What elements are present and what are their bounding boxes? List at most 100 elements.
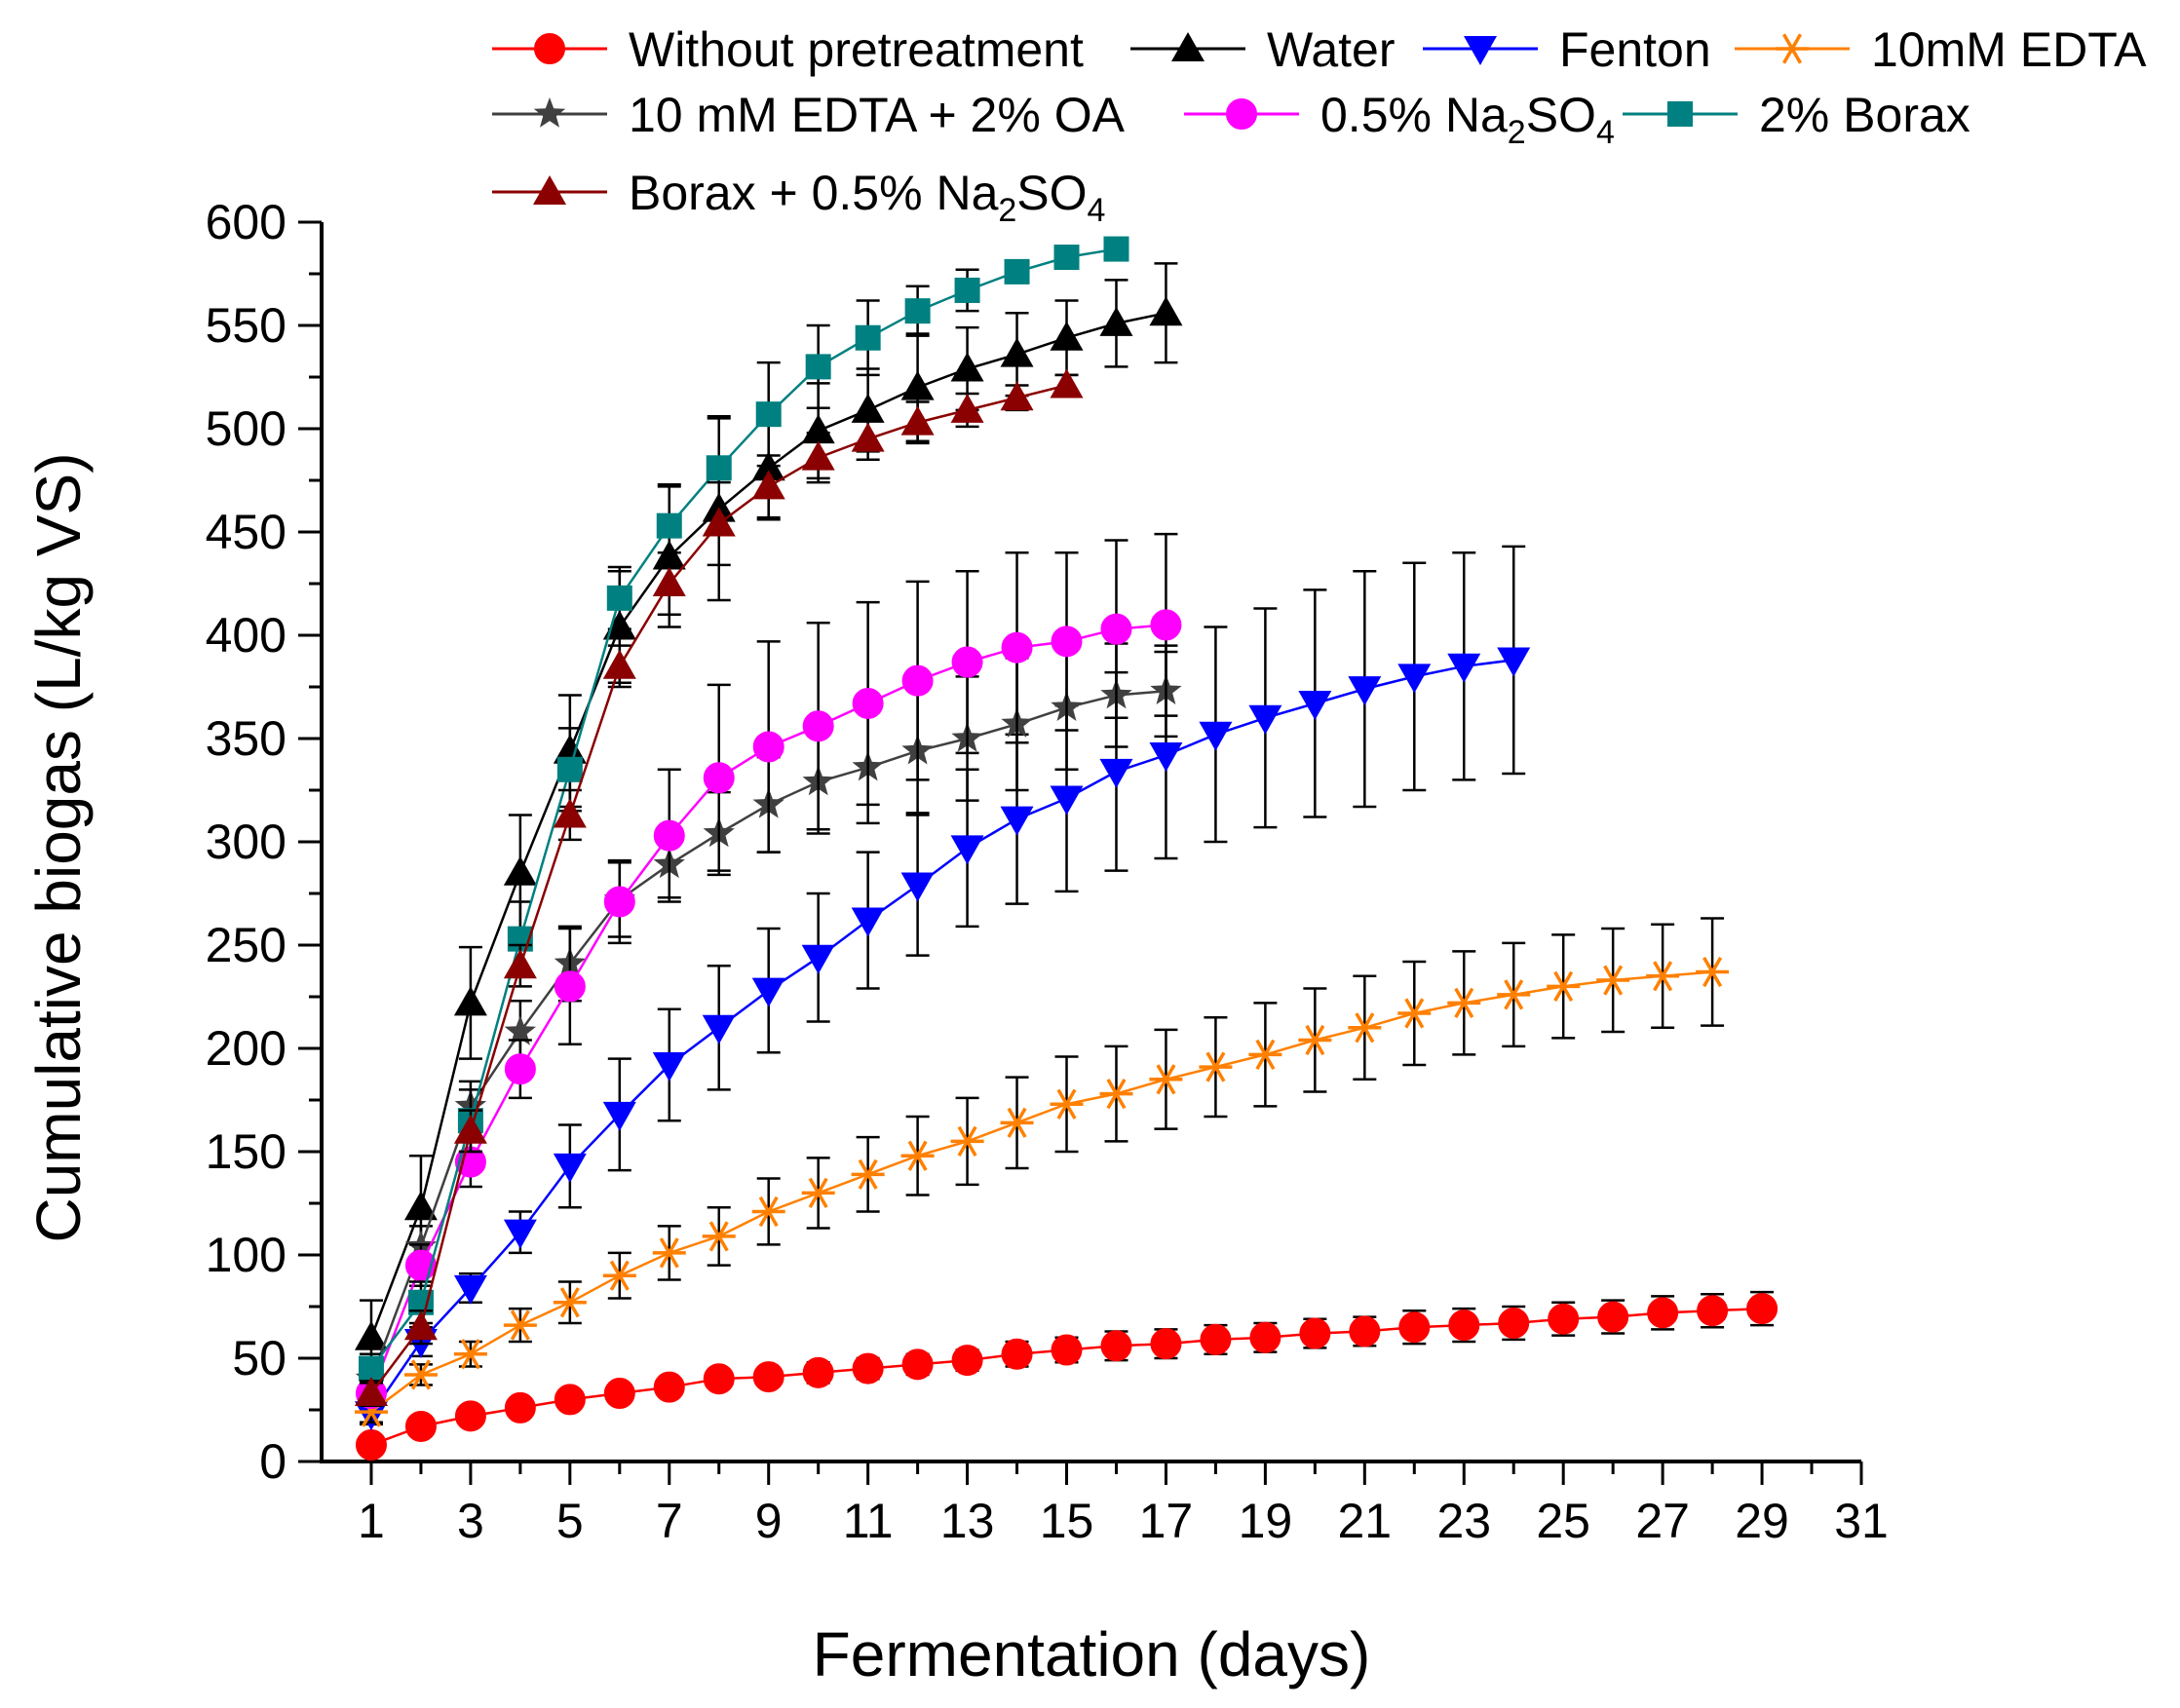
x-tick-label: 15 bbox=[1040, 1494, 1094, 1548]
data-point bbox=[1597, 1301, 1629, 1333]
data-point bbox=[553, 1287, 587, 1318]
data-point bbox=[503, 855, 537, 886]
data-point bbox=[1149, 741, 1183, 772]
x-tick-label: 3 bbox=[457, 1494, 484, 1548]
data-point bbox=[801, 440, 835, 471]
data-point bbox=[801, 944, 835, 974]
series-6 bbox=[358, 236, 1129, 1385]
legend-label: 10mM EDTA bbox=[1871, 22, 2147, 77]
data-point bbox=[1001, 1338, 1033, 1370]
data-point bbox=[503, 949, 537, 979]
data-point bbox=[1348, 676, 1382, 706]
data-point bbox=[403, 1191, 438, 1221]
x-tick-label: 29 bbox=[1735, 1494, 1789, 1548]
data-point bbox=[1348, 1012, 1382, 1044]
data-point bbox=[852, 1352, 884, 1385]
legend-marker bbox=[1667, 101, 1693, 127]
legend-label: 10 mM EDTA + 2% OA bbox=[629, 88, 1126, 142]
data-point bbox=[751, 977, 785, 1007]
x-tick-label: 19 bbox=[1239, 1494, 1293, 1548]
legend: Without pretreatment Water Fenton 10mM EDTA… bbox=[492, 22, 2147, 229]
data-point bbox=[900, 370, 935, 400]
data-point bbox=[1100, 613, 1132, 645]
data-point bbox=[950, 352, 984, 382]
legend-marker bbox=[533, 175, 566, 205]
data-point bbox=[603, 1378, 635, 1410]
data-point bbox=[801, 1177, 835, 1208]
data-point bbox=[951, 646, 983, 678]
data-point bbox=[752, 1361, 784, 1393]
data-point bbox=[751, 470, 785, 500]
data-point bbox=[354, 1320, 388, 1350]
y-tick-label: 450 bbox=[206, 505, 287, 559]
data-point bbox=[706, 455, 732, 481]
data-point bbox=[1051, 626, 1083, 658]
data-point bbox=[1448, 1309, 1480, 1342]
data-point bbox=[1249, 1321, 1281, 1353]
series-3 bbox=[354, 917, 1730, 1427]
data-point bbox=[354, 1377, 388, 1407]
legend-marker bbox=[1171, 32, 1205, 61]
x-tick-label: 13 bbox=[940, 1494, 995, 1548]
series-line bbox=[370, 247, 1117, 1370]
series-2 bbox=[354, 545, 1531, 1431]
data-point bbox=[1004, 258, 1030, 285]
x-tick-label: 9 bbox=[755, 1494, 783, 1548]
data-point bbox=[801, 414, 835, 444]
data-point bbox=[653, 819, 685, 852]
legend-label: Borax + 0.5% Na2SO4 bbox=[629, 166, 1105, 229]
data-point bbox=[851, 1158, 885, 1190]
data-point bbox=[1199, 1051, 1233, 1082]
data-point bbox=[852, 687, 884, 719]
data-point bbox=[1000, 806, 1034, 836]
data-point bbox=[1298, 690, 1332, 720]
data-point bbox=[950, 1125, 984, 1157]
data-point bbox=[702, 1014, 736, 1044]
data-point bbox=[1000, 381, 1034, 411]
data-point bbox=[703, 1363, 735, 1395]
series-line bbox=[369, 659, 1514, 1415]
data-point bbox=[602, 1101, 636, 1131]
data-point bbox=[1397, 998, 1432, 1029]
legend-marker bbox=[1776, 33, 1809, 64]
data-point bbox=[453, 1274, 487, 1305]
data-point bbox=[1001, 631, 1033, 664]
data-point bbox=[802, 1356, 834, 1388]
data-point bbox=[851, 393, 885, 423]
data-point bbox=[1099, 1079, 1133, 1110]
data-point bbox=[503, 1309, 537, 1341]
data-point bbox=[453, 986, 487, 1016]
y-tick-label: 150 bbox=[206, 1124, 287, 1179]
data-point bbox=[554, 1384, 586, 1416]
data-point bbox=[503, 1219, 537, 1249]
data-point bbox=[900, 872, 935, 902]
data-point bbox=[950, 393, 984, 423]
y-tick-label: 100 bbox=[206, 1228, 287, 1282]
data-point bbox=[805, 354, 831, 380]
data-point bbox=[755, 401, 782, 428]
data-point bbox=[1447, 987, 1481, 1018]
legend-label: 2% Borax bbox=[1759, 88, 1970, 142]
data-point bbox=[1447, 653, 1481, 683]
series-7 bbox=[354, 368, 1084, 1408]
legend-marker bbox=[533, 97, 566, 128]
legend-item-3: 10mM EDTA bbox=[1735, 22, 2147, 77]
legend-item-5: 0.5% Na2SO4 bbox=[1184, 88, 1615, 151]
data-point bbox=[553, 798, 587, 828]
data-point bbox=[602, 1260, 636, 1291]
legend-label: Fenton bbox=[1559, 22, 1711, 77]
y-tick-label: 400 bbox=[206, 608, 287, 663]
x-tick-label: 25 bbox=[1536, 1494, 1590, 1548]
data-point bbox=[1103, 236, 1129, 262]
x-tick-label: 23 bbox=[1436, 1494, 1491, 1548]
data-point bbox=[1498, 1307, 1530, 1339]
legend-label: 0.5% Na2SO4 bbox=[1320, 88, 1615, 151]
legend-item-1: Water bbox=[1130, 22, 1396, 77]
data-point bbox=[504, 1391, 536, 1423]
data-point bbox=[1053, 245, 1080, 271]
legend-item-2: Fenton bbox=[1423, 22, 1711, 77]
data-point bbox=[1099, 758, 1133, 788]
data-point bbox=[1150, 609, 1182, 641]
data-point bbox=[1397, 664, 1432, 694]
